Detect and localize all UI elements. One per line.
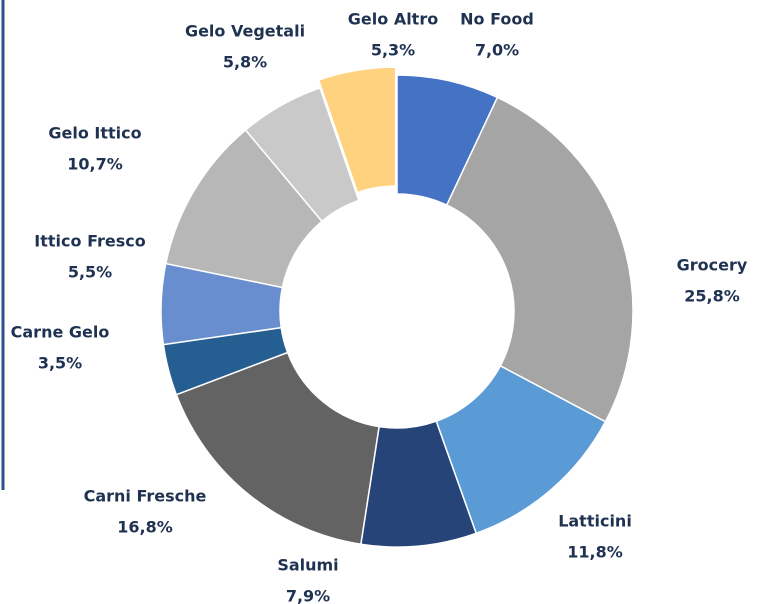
value-label: 25,8% <box>684 287 740 306</box>
value-label: 10,7% <box>67 155 123 174</box>
value-label: 5,8% <box>223 53 267 72</box>
slice-label: Latticini <box>558 512 632 531</box>
slice-label: Gelo Ittico <box>48 124 141 143</box>
slice-label: Gelo Vegetali <box>185 22 305 41</box>
value-label: 3,5% <box>38 354 82 373</box>
donut-slice <box>445 96 634 423</box>
slice-label: No Food <box>460 10 534 29</box>
slice-label: Ittico Fresco <box>34 232 145 251</box>
value-label: 11,8% <box>567 543 623 562</box>
value-label: 5,5% <box>68 263 112 282</box>
slice-label: Carne Gelo <box>11 323 110 342</box>
value-label: 7,9% <box>286 587 330 604</box>
donut-slice <box>175 351 380 546</box>
value-label: 16,8% <box>117 518 173 537</box>
slice-label: Salumi <box>277 556 338 575</box>
value-label: 5,3% <box>371 41 415 60</box>
donut-slice <box>244 86 360 223</box>
slice-label: Grocery <box>677 256 748 275</box>
donut-slice <box>317 66 397 194</box>
slice-label: Carni Fresche <box>84 487 207 506</box>
value-label: 7,0% <box>475 41 519 60</box>
slice-label: Gelo Altro <box>348 10 438 29</box>
